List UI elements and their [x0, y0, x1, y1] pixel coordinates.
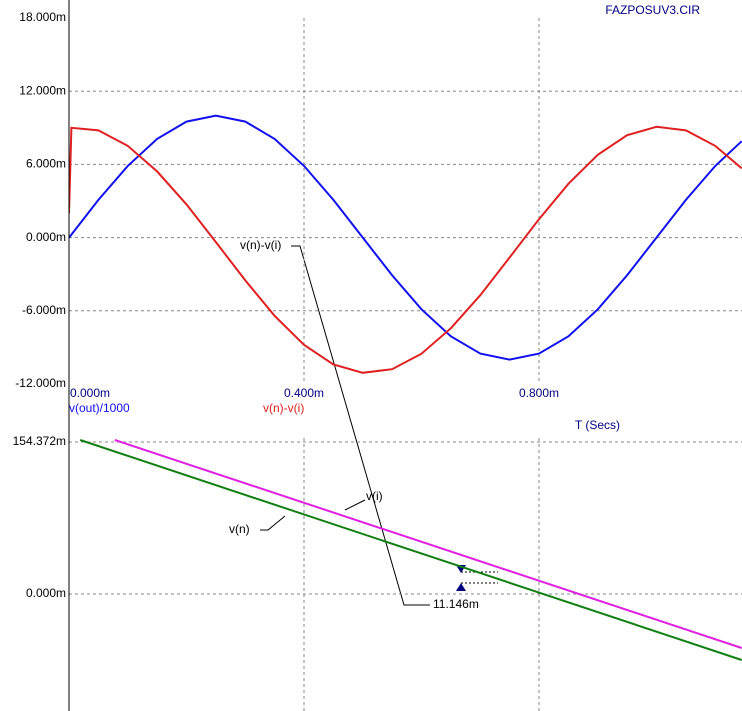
- x-tick-label: 0.800m: [519, 386, 559, 400]
- y-tick-label: -6.000m: [22, 303, 66, 317]
- series-label: v(i): [366, 489, 383, 503]
- annotation-leader: [344, 499, 366, 511]
- y-tick-label: 6.000m: [26, 157, 66, 171]
- series-line: [79, 439, 742, 661]
- annotation: 11.146m: [433, 597, 479, 611]
- cursor-marker: [456, 583, 466, 591]
- series-label: v(n): [229, 522, 250, 536]
- y-tick-label: -12.000m: [15, 376, 66, 390]
- series-line: [114, 439, 742, 649]
- y-tick-label: 0.000m: [26, 586, 66, 600]
- y-tick-label: 0.000m: [26, 230, 66, 244]
- annotation: v(n)-v(i): [240, 238, 281, 252]
- annotation-leader: [291, 245, 430, 606]
- y-tick-label: 18.000m: [19, 10, 66, 24]
- x-axis-label: T (Secs): [575, 418, 620, 432]
- x-tick-label: 0.000m: [70, 386, 110, 400]
- legend-label: v(n)-v(i): [263, 401, 304, 415]
- chart-title: FAZPOSUV3.CIR: [605, 3, 700, 17]
- y-tick-label: 12.000m: [19, 83, 66, 97]
- series-line: [69, 125, 742, 374]
- y-tick-label: 154.372m: [13, 434, 66, 448]
- x-tick-label: 0.400m: [284, 386, 324, 400]
- legend-label: v(out)/1000: [69, 401, 130, 415]
- annotation-leader: [260, 515, 286, 531]
- series-line: [69, 114, 742, 361]
